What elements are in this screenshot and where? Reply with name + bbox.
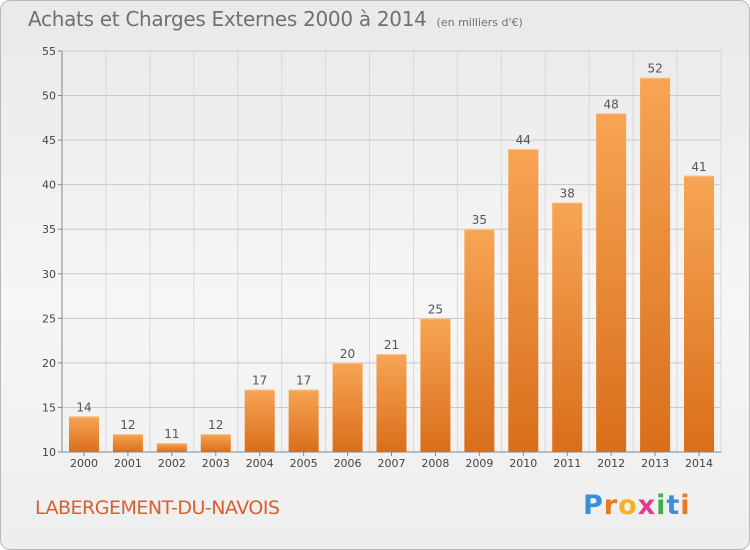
data-labels: 14 12 11 12 17 17 20 21 25 35 44 38 48 52 41 [76,62,706,441]
data-label: 48 [604,97,619,111]
logo-letter: i [680,490,691,521]
x-tick-label: 2007 [378,457,406,470]
data-label: 17 [296,374,311,388]
data-label: 25 [428,302,443,316]
data-label: 35 [472,213,487,227]
y-tick-label: 50 [42,90,56,103]
chart-unit: (en milliers d'€) [436,16,523,29]
y-tick-label: 25 [42,312,56,325]
chart-title: Achats et Charges Externes 2000 à 2014 (e… [28,7,523,31]
x-tick-label: 2005 [290,457,318,470]
logo-letter: x [637,490,657,521]
y-tick-label: 15 [42,401,56,414]
bar [68,416,99,452]
x-tick-label: 2010 [509,457,537,470]
y-tick-label: 45 [42,134,56,147]
bars [68,77,715,452]
bar [552,202,583,452]
data-label: 21 [384,338,399,352]
x-tick-label: 2012 [597,457,625,470]
chart-title-text: Achats et Charges Externes 2000 à 2014 [28,7,427,31]
logo-letter: t [666,490,681,521]
bar [596,113,627,452]
data-label: 44 [516,133,531,147]
proxiti-logo[interactable]: Proxiti [583,490,691,521]
x-tick-label: 2011 [553,457,581,470]
bar [332,362,363,452]
logo-letter: P [583,490,604,521]
x-tick-label: 2004 [246,457,274,470]
y-tick-label: 10 [42,446,56,459]
bar [112,434,143,452]
data-label: 52 [647,62,662,76]
x-tick-label: 2008 [421,457,449,470]
bar [640,77,671,452]
x-tick-label: 2002 [158,457,186,470]
data-label: 41 [691,160,706,174]
y-tick-label: 55 [42,45,56,58]
bar [508,149,539,452]
data-label: 14 [76,400,91,414]
logo-letter: i [656,490,667,521]
bar [376,353,407,452]
y-tick-label: 40 [42,179,56,192]
logo-letter: r [603,490,619,521]
bar [200,434,231,452]
x-tick-label: 2001 [114,457,142,470]
logo-letter: o [618,490,638,521]
data-label: 12 [208,418,223,432]
x-tick-label: 2013 [641,457,669,470]
bar [464,229,495,452]
data-label: 11 [164,427,179,441]
place-name: LABERGEMENT-DU-NAVOIS [35,497,280,519]
data-label: 17 [252,374,267,388]
data-label: 20 [340,347,355,361]
x-tick-label: 2009 [465,457,493,470]
x-tick-label: 2003 [202,457,230,470]
bar [420,318,451,452]
bar [244,389,275,452]
data-label: 38 [560,186,575,200]
axes: 10 15 20 25 30 35 40 45 50 55 2000 2001 2002 2003 2004… [42,45,721,470]
y-tick-label: 35 [42,223,56,236]
y-tick-label: 20 [42,357,56,370]
x-tick-label: 2014 [685,457,713,470]
x-tick-label: 2000 [70,457,98,470]
bar [156,443,187,452]
bar [288,389,319,452]
bar [684,175,715,452]
data-label: 12 [120,418,135,432]
y-tick-label: 30 [42,268,56,281]
x-tick-label: 2006 [334,457,362,470]
